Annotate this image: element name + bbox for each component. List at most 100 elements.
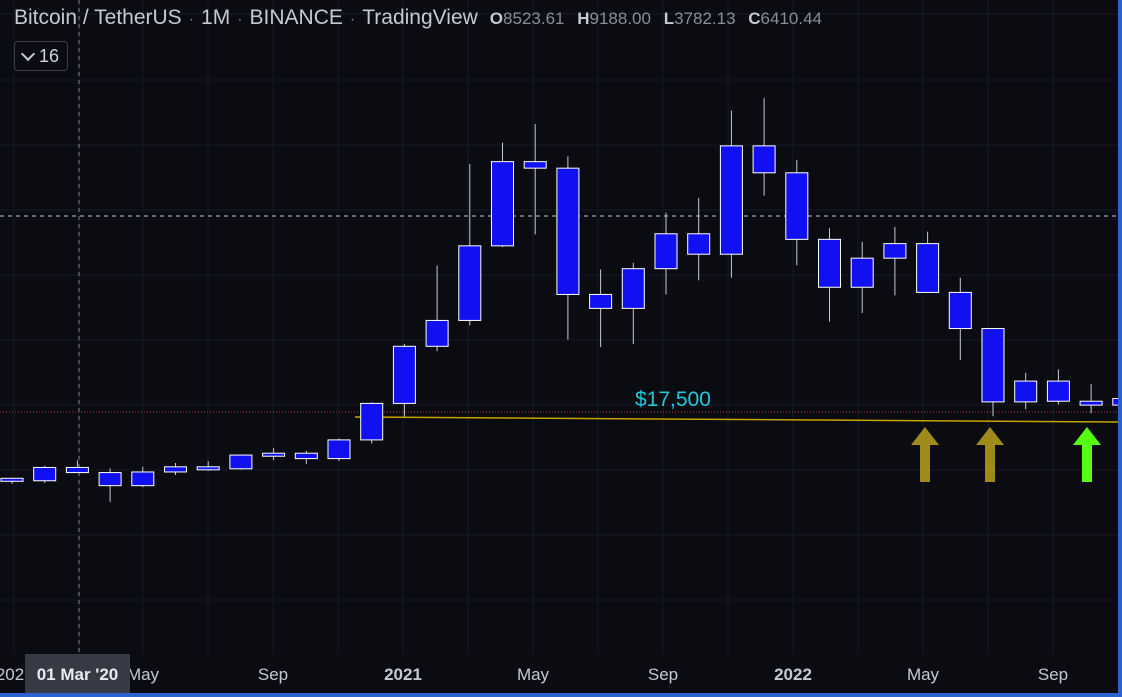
separator-dot: · [188,11,195,28]
candle[interactable] [556,156,580,340]
candle[interactable] [196,461,220,471]
candle[interactable] [131,466,155,488]
ohlc-values: O8523.61 H9188.00 L3782.13 C6410.44 [490,9,830,29]
candle[interactable] [262,448,286,461]
separator-dot: · [349,11,356,28]
support-trendline[interactable] [354,416,1119,423]
close-value: 6410.44 [760,9,822,28]
chevron-down-icon [20,46,36,61]
indicator-count: 16 [38,45,60,66]
candle-body [360,402,384,441]
candle-body [948,291,972,330]
x-axis-tick-label: Sep [257,665,289,684]
candle-body [131,471,155,487]
candle-series [0,98,1122,502]
x-axis-tick-label: 202 [0,665,25,684]
green-up-arrow-icon[interactable] [1073,427,1101,482]
candle-body [556,167,580,295]
candle-body [164,466,187,473]
exchange-label: BINANCE [249,6,343,29]
candle[interactable] [785,159,809,266]
candle-body [916,243,940,293]
x-axis-tick-label: Sep [647,665,679,684]
candle-body [196,466,220,471]
candle[interactable] [0,477,24,484]
candle-body [0,477,24,482]
candle-body [981,328,1005,403]
olive-up-arrow-icon[interactable] [911,427,939,482]
bottom-border [0,693,1122,697]
close-key: C [748,9,761,28]
interval-label[interactable]: 1M [201,6,231,29]
annotation-arrows [911,427,1101,482]
candle[interactable] [752,98,776,196]
low-key: L [663,9,675,28]
candle-body [589,293,613,309]
candle[interactable] [425,265,449,352]
candle-body [425,319,449,347]
candle[interactable] [458,164,482,326]
symbol-name[interactable]: Bitcoin / TetherUS [14,6,182,29]
x-axis-tick-label: 2022 [774,665,812,684]
open-value: 8523.61 [503,9,565,28]
candle-body [1079,400,1103,406]
candle-body [523,161,547,169]
olive-up-arrow-icon[interactable] [976,427,1004,482]
candle[interactable] [33,465,57,483]
candle-body [1112,397,1122,406]
time-axis[interactable]: 202 May Sep 2021 May Sep 2022 May Sep [0,655,1118,697]
candle[interactable] [621,262,645,345]
candle[interactable] [883,226,907,296]
candle[interactable] [65,460,89,474]
candle[interactable] [719,110,743,278]
low-value: 3782.13 [674,9,736,28]
candle[interactable] [294,450,318,465]
open-key: O [489,9,504,28]
candle-body [229,454,253,470]
candle[interactable] [654,212,678,295]
candle[interactable] [818,228,841,322]
candle-body [491,161,514,247]
candle-body [752,145,776,174]
candle[interactable] [327,438,351,462]
chart-grid [0,0,1118,654]
candle[interactable] [491,142,514,248]
candle[interactable] [687,197,711,281]
candle[interactable] [589,269,613,348]
candle-body [719,145,743,255]
candle[interactable] [360,402,384,444]
candle[interactable] [916,231,940,293]
candle[interactable] [850,241,874,314]
high-value: 9188.00 [589,9,651,28]
candle[interactable] [948,277,972,361]
candle[interactable] [981,327,1005,417]
candle-body [392,345,416,404]
candle-body [262,452,286,457]
candle[interactable] [229,454,253,470]
x-axis-tick-label: May [906,665,940,684]
candle[interactable] [1112,395,1122,409]
candle[interactable] [523,123,547,235]
candle[interactable] [392,343,416,417]
candle-body [458,245,482,321]
chart-header: Bitcoin / TetherUS · 1M · BINANCE · Trad… [14,6,830,34]
provider-label: TradingView [362,6,478,29]
candle-body [33,466,57,482]
candle[interactable] [164,462,187,476]
candle-body [785,172,809,240]
candle[interactable] [1014,372,1038,410]
indicators-toggle-button[interactable]: 16 [14,41,68,71]
x-axis-tick-label: Sep [1037,665,1069,684]
x-axis-tick-label: May [126,665,160,684]
candle-body [687,233,711,255]
candle-body [1046,380,1070,402]
candle[interactable] [98,468,122,502]
candle-body [883,243,907,259]
support-level-label: $17,500 [635,388,711,411]
high-key: H [577,9,590,28]
candle[interactable] [1079,384,1103,414]
candle[interactable] [1046,369,1070,405]
crosshair-date-label: 01 Mar '20 [25,654,130,696]
candle-body [1014,380,1038,403]
